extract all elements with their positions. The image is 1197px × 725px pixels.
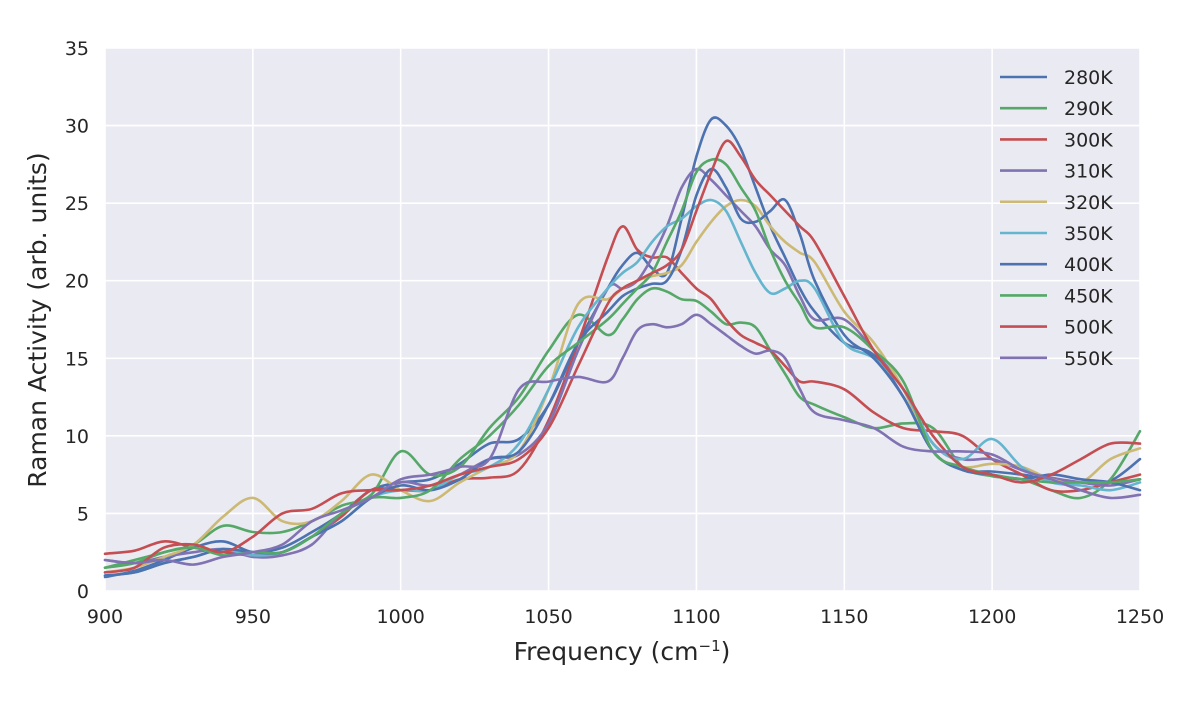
legend-label-290K: 290K xyxy=(1064,98,1113,120)
legend-label-550K: 550K xyxy=(1064,348,1113,370)
x-tick-label-1250: 1250 xyxy=(1116,606,1164,628)
y-tick-label-20: 20 xyxy=(65,271,89,293)
y-tick-label-35: 35 xyxy=(65,38,89,60)
y-axis-title: Raman Activity (arb. units) xyxy=(23,152,52,487)
legend-label-500K: 500K xyxy=(1064,317,1113,339)
x-tick-label-1000: 1000 xyxy=(377,606,425,628)
series-line-550K xyxy=(103,313,1142,566)
grid-lines xyxy=(104,47,1141,592)
x-tick-label-900: 900 xyxy=(87,606,123,628)
legend-label-350K: 350K xyxy=(1064,223,1113,245)
series-line-500K xyxy=(103,139,1142,574)
legend-label-300K: 300K xyxy=(1064,129,1113,151)
legend-label-280K: 280K xyxy=(1064,67,1113,89)
y-tick-label-10: 10 xyxy=(65,426,89,448)
legend: 280K 290K 300K 310K 320K 350K 400K 450K 500K 550K xyxy=(1000,67,1113,370)
x-tick-label-950: 950 xyxy=(235,606,271,628)
y-tick-label-0: 0 xyxy=(77,581,89,603)
x-axis-title: Frequency (cm−1) xyxy=(514,637,731,666)
legend-label-320K: 320K xyxy=(1064,192,1113,214)
x-tick-label-1050: 1050 xyxy=(524,606,572,628)
series-lines xyxy=(103,116,1142,579)
y-tick-label-15: 15 xyxy=(65,348,89,370)
legend-label-310K: 310K xyxy=(1064,161,1113,183)
x-tick-label-1100: 1100 xyxy=(672,606,720,628)
y-tick-label-30: 30 xyxy=(65,116,89,138)
x-tick-label-1200: 1200 xyxy=(968,606,1016,628)
y-tick-labels: 0 5 10 15 20 25 30 35 xyxy=(65,38,89,603)
legend-label-400K: 400K xyxy=(1064,254,1113,276)
y-tick-label-5: 5 xyxy=(77,503,89,525)
legend-label-450K: 450K xyxy=(1064,285,1113,307)
x-tick-label-1150: 1150 xyxy=(820,606,868,628)
y-tick-label-25: 25 xyxy=(65,193,89,215)
x-tick-labels: 900 950 1000 1050 1100 1150 1200 1250 xyxy=(87,606,1164,628)
